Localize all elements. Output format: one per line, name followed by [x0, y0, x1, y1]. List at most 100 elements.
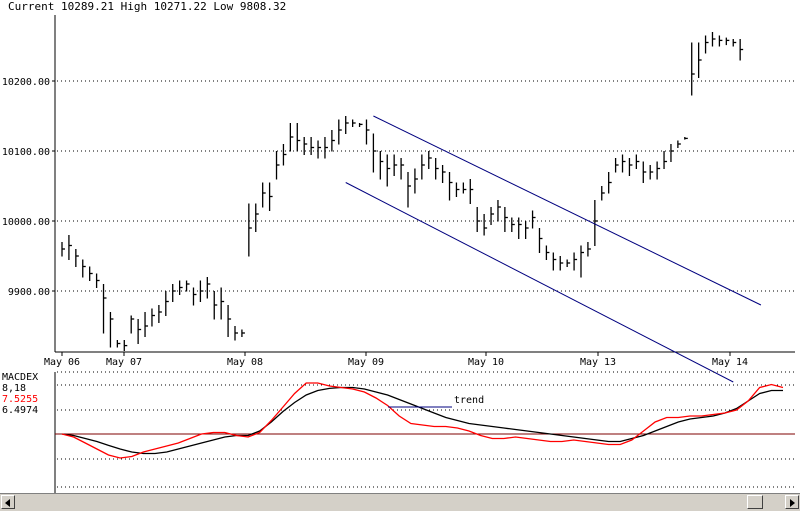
macd-grid — [57, 371, 795, 488]
price-x-tick-label: May 10 — [468, 357, 504, 368]
price-bar — [725, 37, 730, 46]
price-bar — [566, 259, 571, 267]
trend-annotation: trend — [454, 395, 484, 406]
price-bar — [365, 119, 370, 145]
horizontal-scrollbar[interactable] — [0, 493, 800, 511]
price-bar — [656, 161, 661, 180]
price-bar — [518, 217, 522, 239]
price-bar — [303, 137, 308, 155]
price-bar — [718, 35, 723, 47]
price-bar — [282, 144, 287, 166]
price-bar — [635, 154, 640, 169]
price-bar — [400, 158, 405, 180]
current-label: Current — [8, 0, 55, 13]
price-y-tick-label: 10200.00 — [2, 77, 50, 88]
price-bar — [144, 312, 149, 337]
price-bar — [538, 228, 543, 253]
price-bar — [739, 39, 744, 61]
price-bar — [476, 207, 481, 232]
price-x-tick-label: May 09 — [348, 357, 384, 368]
price-bar — [372, 133, 377, 173]
macd-signal-line — [61, 382, 784, 459]
price-bar — [490, 207, 495, 225]
price-bar — [178, 280, 183, 295]
price-bar — [580, 245, 584, 278]
price-bar — [524, 221, 529, 239]
price-bar — [511, 217, 515, 232]
price-bar — [545, 245, 550, 260]
price-bar — [393, 154, 398, 176]
price-bar — [158, 305, 162, 323]
macd-signal-value: 7.5255 — [2, 394, 38, 405]
macd-title: MACDEX — [2, 372, 38, 383]
price-bar — [455, 182, 460, 197]
price-x-tick-labels: May 06 May 07 May 08 May 09 May 10 May 13 May … — [44, 352, 748, 368]
price-y-tick-label: 9900.00 — [8, 287, 50, 298]
price-bar — [185, 280, 190, 292]
price-bar — [614, 158, 619, 173]
price-bar — [601, 186, 605, 201]
price-bar — [462, 182, 467, 194]
price-bar — [331, 130, 335, 152]
price-bar — [504, 207, 508, 232]
price-bars — [61, 32, 744, 351]
price-bar — [379, 151, 384, 180]
chart-header: Current 10289.21 High 10271.22 Low 9808.… — [8, 0, 286, 13]
price-bar — [608, 172, 612, 194]
low-value: 9808.32 — [239, 0, 287, 13]
scroll-right-button[interactable] — [785, 495, 799, 509]
price-bar — [165, 291, 169, 316]
price-bar — [428, 151, 432, 169]
price-bar — [351, 119, 356, 127]
price-bar — [407, 172, 411, 208]
price-bar — [642, 161, 647, 183]
price-bar — [697, 42, 702, 78]
price-bar — [649, 165, 654, 180]
price-bar — [552, 252, 557, 271]
price-bar — [255, 203, 259, 232]
price-x-tick-label: May 07 — [106, 357, 142, 368]
price-bar — [421, 154, 425, 180]
price-bar — [116, 340, 121, 348]
price-bar — [559, 256, 564, 271]
price-bar — [338, 119, 342, 145]
price-y-tick-labels: 10200.00 10100.00 10000.00 9900.00 — [2, 77, 50, 298]
scrollbar-thumb[interactable] — [747, 495, 763, 509]
price-bar — [386, 154, 391, 187]
price-bar — [130, 315, 135, 334]
price-grid — [52, 80, 795, 292]
price-bar — [594, 200, 598, 246]
price-bar — [711, 32, 716, 47]
price-bar — [172, 284, 176, 302]
price-bar — [677, 140, 681, 148]
price-bar — [123, 340, 128, 351]
price-x-tick-label: May 08 — [227, 357, 263, 368]
price-bar — [220, 287, 225, 320]
price-bar — [296, 123, 301, 152]
channel-lower-line — [345, 182, 734, 383]
price-bar — [358, 123, 363, 127]
price-bar — [227, 305, 232, 337]
price-bar — [628, 158, 633, 176]
price-bar — [89, 266, 93, 281]
price-bar — [102, 284, 107, 334]
price-x-tick-label: May 14 — [712, 357, 748, 368]
high-label: High — [120, 0, 148, 13]
price-x-tick-label: May 06 — [44, 357, 80, 368]
price-bar — [206, 277, 211, 299]
price-bar — [435, 158, 439, 180]
channel-upper-line — [373, 115, 762, 306]
price-bar — [95, 273, 100, 288]
price-bar — [324, 137, 328, 159]
price-bar — [663, 151, 668, 169]
price-bar — [109, 312, 114, 348]
scroll-left-button[interactable] — [1, 495, 15, 509]
price-bar — [234, 326, 238, 341]
price-x-tick-label: May 13 — [580, 357, 616, 368]
price-bar — [317, 140, 322, 159]
current-value: 10289.21 — [60, 0, 114, 13]
price-bar — [68, 235, 72, 260]
price-bar — [573, 252, 578, 271]
